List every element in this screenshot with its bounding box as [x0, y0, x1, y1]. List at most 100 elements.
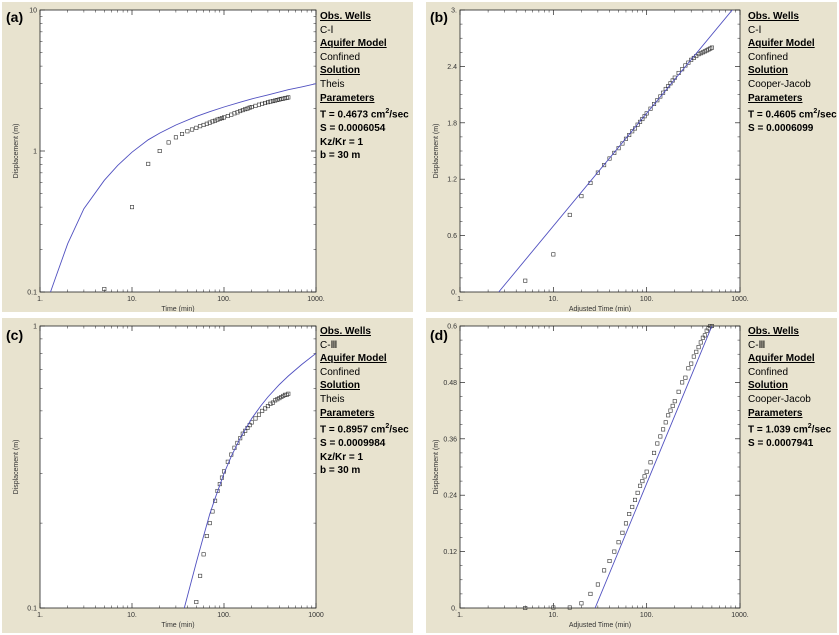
data-point: [260, 101, 265, 106]
data-point: [263, 100, 268, 105]
legend-obs-wells-heading: Obs. Wells: [748, 11, 799, 22]
y-tick-label: 0.1: [27, 290, 37, 297]
data-point: [217, 116, 222, 121]
data-point: [694, 349, 699, 354]
x-tick-label: 1000.: [731, 612, 749, 619]
data-point: [616, 540, 621, 545]
data-point: [698, 51, 703, 56]
data-point: [567, 605, 572, 610]
legend-storativity: S = 0.0006054: [320, 123, 386, 135]
data-point: [702, 333, 707, 338]
data-point: [709, 324, 714, 329]
data-point: [644, 469, 649, 474]
data-point: [213, 118, 218, 123]
data-point: [523, 278, 528, 283]
data-point: [670, 403, 675, 408]
legend-transmissivity: T = 0.4673 cm2/sec: [320, 108, 409, 121]
data-point: [698, 340, 703, 345]
data-point: [240, 431, 245, 436]
data-point: [240, 108, 245, 113]
data-point: [249, 420, 254, 425]
data-point: [709, 45, 714, 50]
data-point: [602, 163, 607, 168]
panel-tag: (d): [430, 327, 448, 343]
data-point: [680, 380, 685, 385]
data-point: [219, 116, 224, 121]
data-point: [696, 345, 701, 350]
legend-storativity: S = 0.0009984: [320, 438, 386, 450]
panel-b: (b) 1. 10. 100. 1000. 0. 0.6 1.2 1.8 2.4 3. Adjuste…: [426, 2, 837, 312]
x-axis-label: Adjusted Time (min): [569, 306, 631, 312]
data-point: [635, 122, 640, 127]
x-tick-label: 1.: [457, 296, 463, 303]
data-point: [253, 416, 258, 421]
y-tick-label: 0.48: [443, 380, 457, 387]
data-point: [207, 521, 212, 526]
data-point: [204, 534, 209, 539]
legend-storativity: S = 0.0006099: [748, 123, 814, 135]
data-point: [627, 512, 632, 517]
data-point: [238, 109, 243, 114]
data-point: [270, 99, 275, 104]
data-point: [567, 212, 572, 217]
data-point: [612, 150, 617, 155]
data-point: [275, 97, 280, 102]
y-axis-label: Displacement (m): [13, 440, 20, 495]
y-tick-label: 0.: [451, 290, 457, 297]
legend-parameters-heading: Parameters: [748, 407, 803, 419]
legend-solution: Cooper-Jacob: [748, 393, 811, 405]
data-point: [102, 287, 107, 292]
x-axis-label: Time (min): [161, 622, 194, 629]
data-point: [635, 490, 640, 495]
data-point: [263, 406, 268, 411]
legend-storativity: S = 0.0007941: [748, 438, 814, 450]
data-point: [595, 582, 600, 587]
data-point: [652, 102, 657, 107]
data-point: [523, 605, 528, 610]
x-axis-label: Adjusted Time (min): [569, 622, 631, 629]
data-point: [260, 408, 265, 413]
data-point: [627, 133, 632, 138]
x-tick-label: 1.: [457, 612, 463, 619]
y-tick-label: 0.6: [447, 233, 457, 240]
data-point: [551, 252, 556, 257]
x-tick-label: 1000.: [731, 296, 749, 303]
data-point: [661, 90, 666, 95]
x-tick-label: 100.: [217, 612, 231, 619]
data-point: [676, 389, 681, 394]
data-point: [638, 119, 643, 124]
data-point: [551, 605, 556, 610]
data-point: [683, 375, 688, 380]
panel-d: (d) 1. 10. 100. 1000. 0. 0.12 0.24 0.36 0.48 0.6 Ad…: [426, 318, 837, 633]
legend-aquifer-model: Confined: [748, 366, 789, 378]
legend-thickness: b = 30 m: [320, 150, 361, 162]
data-point: [130, 205, 135, 210]
data-point: [198, 573, 203, 578]
data-point: [207, 120, 212, 125]
x-tick-label: 1.: [37, 296, 43, 303]
x-tick-label: 10.: [548, 612, 558, 619]
data-point: [652, 450, 657, 455]
legend-solution-heading: Solution: [320, 380, 360, 392]
data-point: [648, 460, 653, 465]
fitted-curve: [594, 326, 713, 608]
data-point: [630, 129, 635, 134]
data-point: [616, 146, 621, 151]
data-point: [607, 156, 612, 161]
x-tick-label: 1000: [308, 612, 324, 619]
data-point: [655, 98, 660, 103]
data-point: [256, 412, 261, 417]
legend-solution-heading: Solution: [320, 65, 360, 77]
chart-d: (d) 1. 10. 100. 1000. 0. 0.12 0.24 0.36 0.48 0.6 Ad…: [430, 324, 749, 630]
y-axis-label: Displacement (m): [13, 124, 20, 179]
data-point: [210, 119, 215, 124]
data-point: [630, 504, 635, 509]
legend-aquifer-model: Confined: [320, 51, 361, 63]
legend-b: Obs. Wells C-Ⅰ Aquifer Model Confined So…: [748, 10, 837, 136]
data-point: [194, 125, 199, 130]
data-point: [612, 549, 617, 554]
data-point: [146, 161, 151, 166]
fitted-curve: [50, 83, 316, 292]
legend-anisotropy: Kz/Kr = 1: [320, 136, 364, 148]
plot-area: [39, 9, 317, 293]
